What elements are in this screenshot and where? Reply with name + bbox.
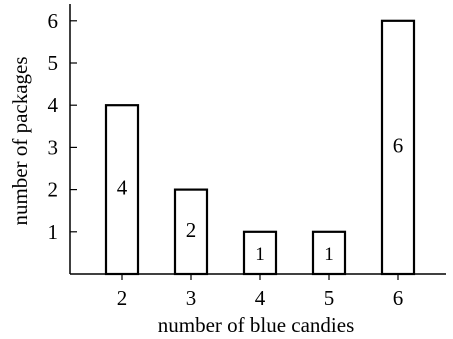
x-tick-label: 2 <box>117 286 128 310</box>
bar-value-label: 1 <box>255 244 265 265</box>
y-axis-label: number of packages <box>8 56 32 225</box>
bar <box>311 230 347 276</box>
bar-value-label: 1 <box>324 244 334 265</box>
x-tick-label: 6 <box>393 286 404 310</box>
bar <box>104 104 140 276</box>
bar-value-label: 6 <box>393 133 404 157</box>
y-tick-label: 1 <box>48 220 59 244</box>
bar <box>242 230 278 276</box>
y-tick-label: 2 <box>48 178 59 202</box>
x-tick-label: 5 <box>324 286 335 310</box>
x-axis-label: number of blue candies <box>158 313 355 337</box>
y-tick-label: 3 <box>48 135 59 159</box>
x-tick-label: 3 <box>186 286 197 310</box>
y-tick-label: 5 <box>48 51 59 75</box>
x-ticks: 2 3 4 5 6 <box>117 274 404 310</box>
y-tick-label: 4 <box>48 93 59 117</box>
bars: 4 2 1 1 6 <box>104 19 416 276</box>
y-ticks: 1 2 3 4 5 6 <box>48 9 77 244</box>
bar-value-label: 2 <box>186 218 197 242</box>
bar-value-label: 4 <box>117 176 128 200</box>
x-tick-label: 4 <box>255 286 266 310</box>
y-tick-label: 6 <box>48 9 59 33</box>
